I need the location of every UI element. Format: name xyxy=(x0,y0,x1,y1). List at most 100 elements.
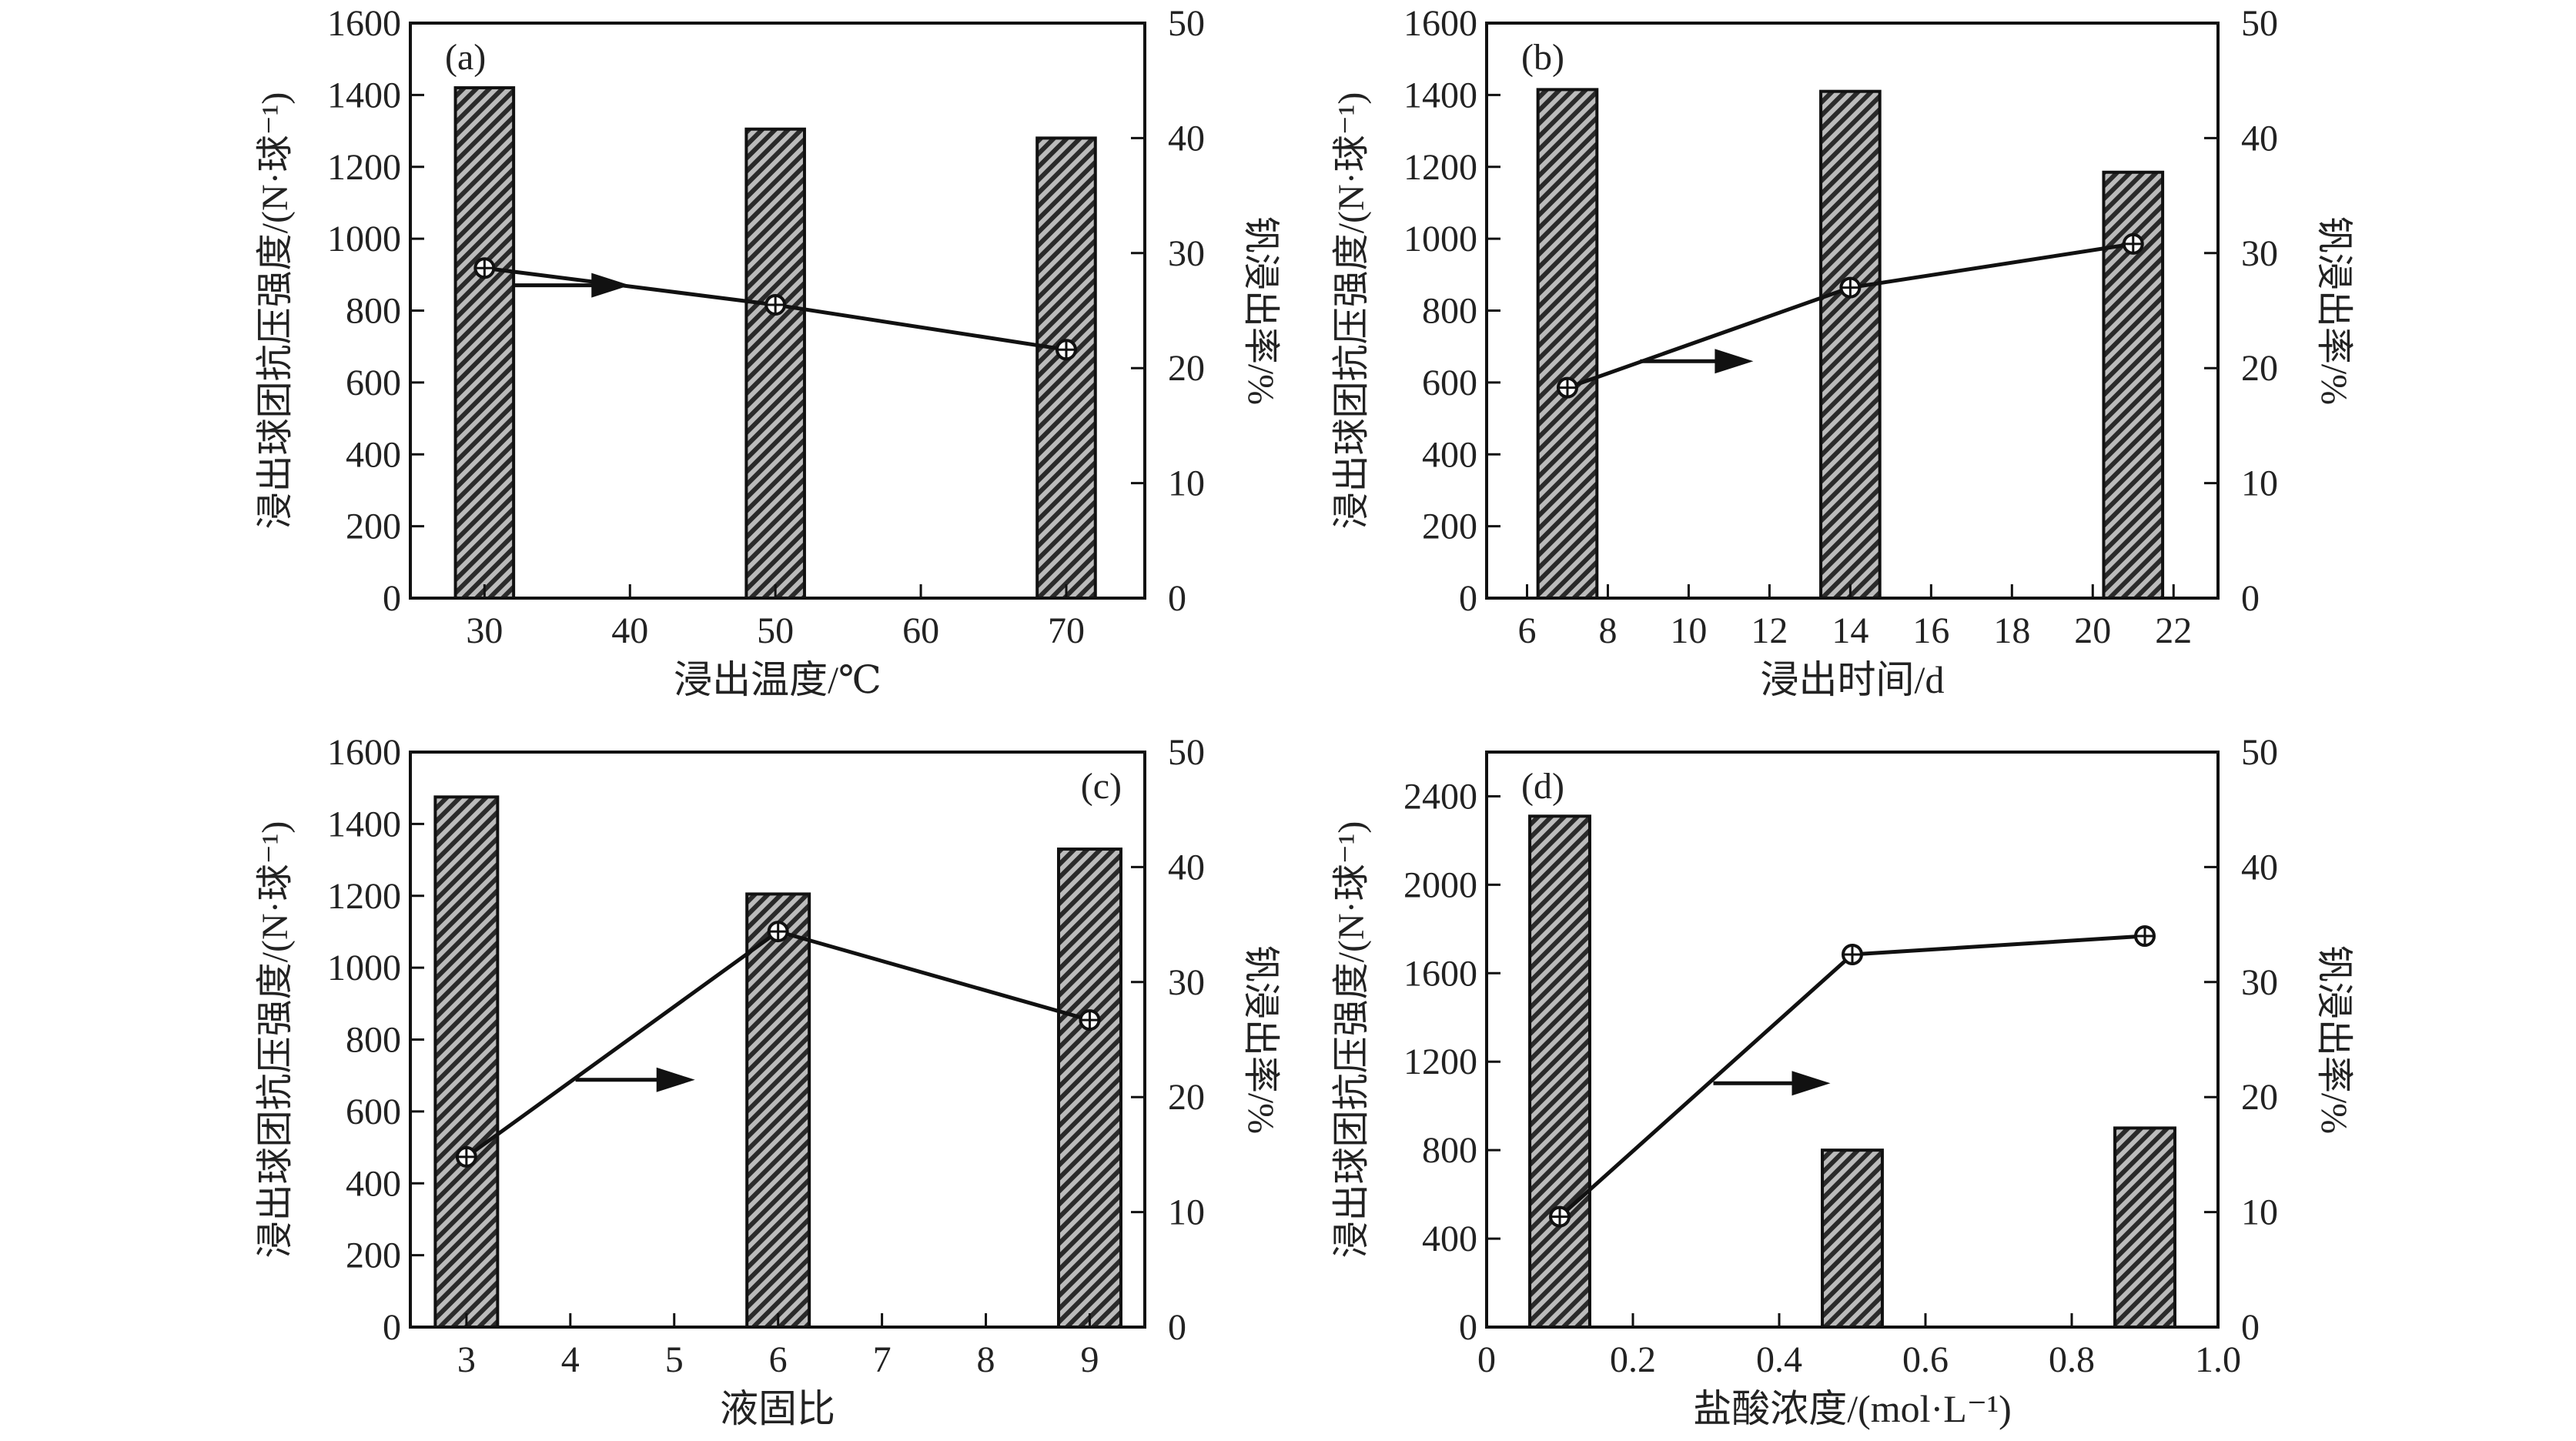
y-left-axis-label: 浸出球团抗压强度/(N·球⁻¹) xyxy=(255,821,296,1259)
y-right-tick-label: 40 xyxy=(2241,847,2278,888)
panel-label: (b) xyxy=(1521,37,1564,78)
y-right-tick-label: 40 xyxy=(2241,118,2278,159)
y-left-tick-label: 1400 xyxy=(327,804,401,844)
y-left-tick-label: 200 xyxy=(346,507,401,547)
y-left-tick-label: 800 xyxy=(1422,291,1477,332)
x-tick-label: 0.2 xyxy=(1610,1339,1656,1380)
x-tick-label: 14 xyxy=(1832,610,1868,651)
y-right-tick-label: 30 xyxy=(1168,962,1205,1003)
chart-panel-a: 30 40 50 60 70 0 200 400 600 800 1000 1200 1400 1600 0… xyxy=(255,3,1281,701)
marker-cross xyxy=(1843,945,1862,964)
plot-frame xyxy=(1485,751,2220,1329)
y-left-tick-label: 400 xyxy=(1422,1219,1477,1259)
panel-label: (c) xyxy=(1081,766,1122,807)
x-tick-label: 16 xyxy=(1912,610,1949,651)
x-tick-label: 6 xyxy=(769,1339,788,1380)
y-right-tick-label: 10 xyxy=(1168,463,1205,504)
y-left-tick-label: 0 xyxy=(383,1307,401,1348)
x-tick-label: 7 xyxy=(873,1339,892,1380)
y-left-tick-label: 400 xyxy=(1422,434,1477,475)
marker-cross xyxy=(1551,1207,1569,1226)
right-arrow-icon xyxy=(591,272,631,298)
x-tick-label: 0 xyxy=(1477,1339,1496,1380)
y-right-tick-label: 0 xyxy=(1168,1307,1186,1348)
x-tick-label: 30 xyxy=(466,610,503,651)
x-tick-label: 70 xyxy=(1048,610,1085,651)
right-arrow-icon xyxy=(1791,1071,1831,1096)
y-right-tick-label: 40 xyxy=(1168,118,1205,159)
y-right-tick-label: 10 xyxy=(2241,1192,2278,1233)
y-left-tick-label: 1200 xyxy=(327,147,401,188)
y-right-tick-label: 40 xyxy=(1168,847,1205,888)
y-left-tick-label: 1600 xyxy=(1403,953,1477,994)
x-tick-label: 8 xyxy=(977,1339,995,1380)
y-left-tick-label: 1200 xyxy=(327,876,401,917)
y-right-tick-label: 20 xyxy=(2241,1077,2278,1118)
y-left-axis-label: 浸出球团抗压强度/(N·球⁻¹) xyxy=(1331,821,1372,1259)
y-left-tick-label: 1600 xyxy=(327,3,401,44)
chart-panel-c: 3 4 5 6 7 8 9 0 200 400 600 800 1000 1200 1400 1600 0 10 2… xyxy=(255,732,1281,1430)
y-left-tick-label: 200 xyxy=(1422,507,1477,547)
y-left-tick-label: 0 xyxy=(383,578,401,619)
marker-cross xyxy=(766,296,785,315)
x-tick-label: 8 xyxy=(1598,610,1617,651)
x-tick-label: 6 xyxy=(1517,610,1536,651)
x-tick-label: 40 xyxy=(611,610,648,651)
y-left-tick-label: 800 xyxy=(1422,1130,1477,1171)
bar xyxy=(453,86,516,600)
bar xyxy=(433,795,500,1329)
bar xyxy=(1821,1148,1884,1329)
x-tick-label: 0.4 xyxy=(1756,1339,1802,1380)
y-left-tick-label: 2000 xyxy=(1403,864,1477,905)
x-tick-label: 4 xyxy=(561,1339,580,1380)
x-tick-label: 22 xyxy=(2155,610,2192,651)
y-right-tick-label: 10 xyxy=(2241,463,2278,504)
right-arrow-icon xyxy=(656,1067,695,1092)
y-right-axis-label: 钒浸出率/% xyxy=(2313,945,2354,1134)
bar xyxy=(1528,814,1591,1329)
marker-cross xyxy=(1080,1011,1099,1030)
y-left-tick-label: 1000 xyxy=(1403,219,1477,259)
y-right-axis-label: 钒浸出率/% xyxy=(1240,945,1281,1134)
bar xyxy=(1536,88,1599,600)
y-left-axis-label: 浸出球团抗压强度/(N·球⁻¹) xyxy=(255,92,296,530)
y-left-tick-label: 200 xyxy=(346,1235,401,1276)
bar xyxy=(1819,89,1882,600)
panel-label: (d) xyxy=(1521,766,1564,807)
y-left-tick-label: 0 xyxy=(1459,578,1477,619)
x-tick-label: 5 xyxy=(665,1339,684,1380)
y-left-tick-label: 1200 xyxy=(1403,1041,1477,1082)
y-left-tick-label: 600 xyxy=(1422,363,1477,403)
bar xyxy=(1035,136,1097,600)
y-right-tick-label: 20 xyxy=(2241,348,2278,389)
x-axis-label: 盐酸浓度/(mol·L⁻¹) xyxy=(1693,1387,2012,1430)
y-right-tick-label: 10 xyxy=(1168,1192,1205,1233)
y-right-tick-label: 50 xyxy=(2241,732,2278,773)
x-tick-label: 1.0 xyxy=(2195,1339,2241,1380)
marker-cross xyxy=(1557,378,1577,397)
bar xyxy=(744,127,806,600)
y-right-tick-label: 0 xyxy=(2241,1307,2260,1348)
right-arrow-icon xyxy=(1715,349,1754,374)
y-left-tick-label: 600 xyxy=(346,363,401,403)
x-tick-label: 50 xyxy=(757,610,794,651)
marker-cross xyxy=(1841,278,1860,297)
x-tick-label: 3 xyxy=(457,1339,476,1380)
x-axis-label: 液固比 xyxy=(720,1387,835,1430)
x-tick-label: 0.8 xyxy=(2049,1339,2095,1380)
marker-cross xyxy=(1056,340,1076,359)
chart-panel-b: 6 8 10 12 14 16 18 20 22020040060080010001200140… xyxy=(1331,3,2354,701)
y-left-tick-label: 1000 xyxy=(327,948,401,988)
y-left-tick-label: 1600 xyxy=(327,732,401,773)
chart-panel-d: 0 0.2 0.4 0.6 0.8 1.0040080012001600200024000… xyxy=(1331,732,2354,1430)
x-tick-label: 10 xyxy=(1670,610,1707,651)
panel-label: (a) xyxy=(445,37,486,78)
marker-cross xyxy=(475,259,494,278)
x-tick-label: 0.6 xyxy=(1902,1339,1949,1380)
y-left-tick-label: 0 xyxy=(1459,1307,1477,1348)
marker-cross xyxy=(2136,927,2154,946)
y-right-tick-label: 50 xyxy=(2241,3,2278,44)
x-tick-label: 9 xyxy=(1080,1339,1099,1380)
y-left-tick-label: 400 xyxy=(346,434,401,475)
y-left-tick-label: 1000 xyxy=(327,219,401,259)
